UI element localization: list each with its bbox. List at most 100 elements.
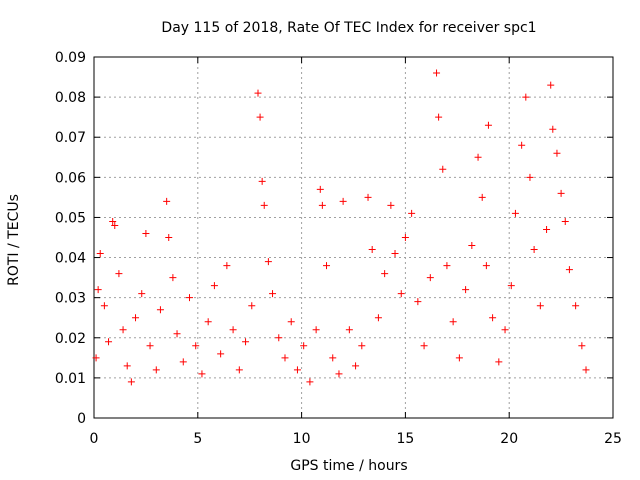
grid-lines: [94, 57, 613, 418]
data-point: [132, 314, 140, 322]
chart-title: Day 115 of 2018, Rate Of TEC Index for r…: [161, 20, 536, 36]
y-tick-label: 0.07: [55, 130, 86, 146]
y-tick-labels: 0 0.01 0.02 0.03 0.04 0.05 0.06 0.07 0.08 0.09: [55, 50, 86, 427]
data-point: [381, 270, 389, 278]
data-point: [264, 258, 272, 266]
data-point: [511, 209, 519, 217]
data-point: [119, 326, 127, 334]
data-point: [557, 189, 565, 197]
data-point: [449, 318, 457, 326]
data-point: [358, 342, 366, 350]
data-point: [223, 262, 231, 270]
data-point: [275, 334, 283, 342]
y-tick-label: 0: [77, 411, 86, 427]
data-point: [478, 193, 486, 201]
data-point: [495, 358, 503, 366]
data-point: [443, 262, 451, 270]
data-point: [204, 318, 212, 326]
data-point: [323, 262, 331, 270]
data-point: [192, 342, 200, 350]
x-tick-label: 5: [193, 431, 202, 447]
data-point: [111, 221, 119, 229]
data-point: [507, 282, 515, 290]
data-point: [530, 246, 538, 254]
data-point: [100, 302, 108, 310]
data-point: [518, 141, 526, 149]
data-point: [474, 153, 482, 161]
data-point: [489, 314, 497, 322]
data-point: [254, 89, 262, 97]
data-point: [269, 290, 277, 298]
y-tick-label: 0.05: [55, 210, 86, 226]
plot-frame: [93, 56, 614, 419]
axis-ticks: [93, 56, 614, 419]
data-point: [163, 197, 171, 205]
data-point: [408, 209, 416, 217]
x-tick-label: 20: [500, 431, 518, 447]
data-point: [391, 250, 399, 258]
data-point: [96, 250, 104, 258]
data-point: [501, 326, 509, 334]
y-axis-label: ROTI / TECUs: [6, 194, 22, 286]
data-point: [468, 242, 476, 250]
data-point: [235, 366, 243, 374]
data-point: [248, 302, 256, 310]
data-point: [316, 185, 324, 193]
data-point: [435, 113, 443, 121]
data-point: [565, 266, 573, 274]
data-point: [553, 149, 561, 157]
data-point: [352, 362, 360, 370]
data-point: [94, 286, 102, 294]
y-tick-label: 0.09: [55, 50, 86, 66]
data-points: [92, 69, 590, 386]
data-point: [455, 354, 463, 362]
data-point: [217, 350, 225, 358]
x-tick-labels: 0 5 10 15 20 25: [90, 431, 622, 447]
data-point: [312, 326, 320, 334]
data-point: [185, 294, 193, 302]
data-point: [536, 302, 544, 310]
data-point: [561, 217, 569, 225]
data-point: [547, 81, 555, 89]
data-point: [179, 358, 187, 366]
data-point: [229, 326, 237, 334]
data-point: [258, 177, 266, 185]
data-point: [281, 354, 289, 362]
y-tick-label: 0.01: [55, 371, 86, 387]
data-point: [526, 173, 534, 181]
data-point: [318, 201, 326, 209]
data-point: [142, 229, 150, 237]
data-point: [293, 366, 301, 374]
data-point: [364, 193, 372, 201]
data-point: [152, 366, 160, 374]
y-tick-label: 0.08: [55, 90, 86, 106]
data-point: [165, 234, 173, 241]
data-point: [345, 326, 353, 334]
data-point: [482, 262, 490, 270]
data-point: [582, 366, 590, 374]
data-point: [414, 298, 422, 306]
data-point: [462, 286, 470, 294]
data-point: [549, 125, 557, 133]
x-tick-label: 0: [90, 431, 99, 447]
data-point: [242, 338, 250, 346]
data-point: [156, 306, 164, 314]
y-tick-label: 0.06: [55, 170, 86, 186]
data-point: [287, 318, 295, 326]
data-point: [374, 314, 382, 322]
data-point: [260, 201, 268, 209]
data-point: [387, 201, 395, 209]
data-point: [127, 378, 135, 386]
data-point: [439, 165, 447, 173]
data-point: [123, 362, 131, 370]
data-point: [397, 290, 405, 298]
data-point: [484, 121, 492, 129]
x-tick-label: 10: [293, 431, 311, 447]
data-point: [420, 342, 428, 350]
data-point: [401, 234, 409, 241]
data-point: [105, 338, 113, 346]
data-point: [433, 69, 441, 77]
data-point: [146, 342, 154, 350]
x-tick-label: 15: [396, 431, 414, 447]
